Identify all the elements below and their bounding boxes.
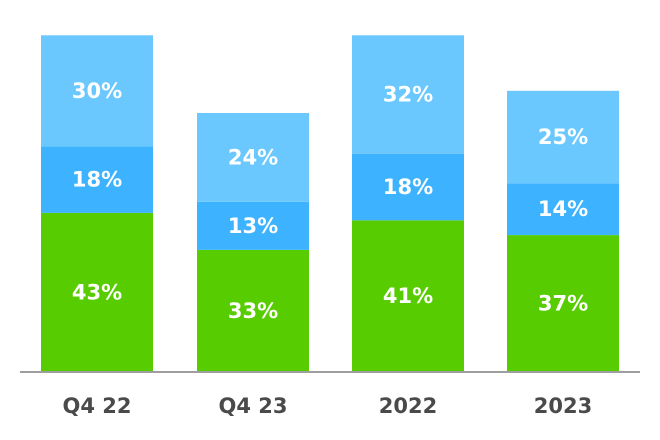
bar-segment — [352, 153, 464, 221]
data-label: 24% — [228, 145, 278, 169]
data-label: 14% — [538, 197, 588, 221]
data-label: 33% — [228, 299, 278, 323]
bar-segment — [41, 212, 153, 372]
data-label: 41% — [383, 284, 433, 308]
bar-segment — [41, 35, 153, 147]
data-label: 18% — [72, 168, 122, 192]
bar-segment — [507, 183, 619, 236]
x-tick-label: Q4 22 — [63, 394, 132, 418]
bar-segment — [41, 146, 153, 213]
data-label: 37% — [538, 292, 588, 316]
bar-segment — [352, 35, 464, 154]
bar-segment — [197, 201, 309, 250]
bar-segment — [197, 249, 309, 372]
bar-segment — [507, 235, 619, 372]
x-tick-labels: Q4 22 Q4 23 2022 2023 — [63, 394, 593, 418]
bar-segment — [197, 113, 309, 202]
data-label: 32% — [383, 83, 433, 107]
x-tick-label: 2023 — [534, 394, 592, 418]
bars-group: 43% 18% 30% 33% 13% 24% 41% 18% 32% 37% 14% 25% — [41, 35, 619, 372]
bar-segment — [352, 220, 464, 372]
data-label: 13% — [228, 214, 278, 238]
data-label: 43% — [72, 280, 122, 304]
data-label: 25% — [538, 125, 588, 149]
x-tick-label: 2022 — [379, 394, 437, 418]
bar-segment — [507, 90, 619, 184]
data-label: 30% — [72, 79, 122, 103]
data-label: 18% — [383, 175, 433, 199]
x-tick-label: Q4 23 — [219, 394, 288, 418]
